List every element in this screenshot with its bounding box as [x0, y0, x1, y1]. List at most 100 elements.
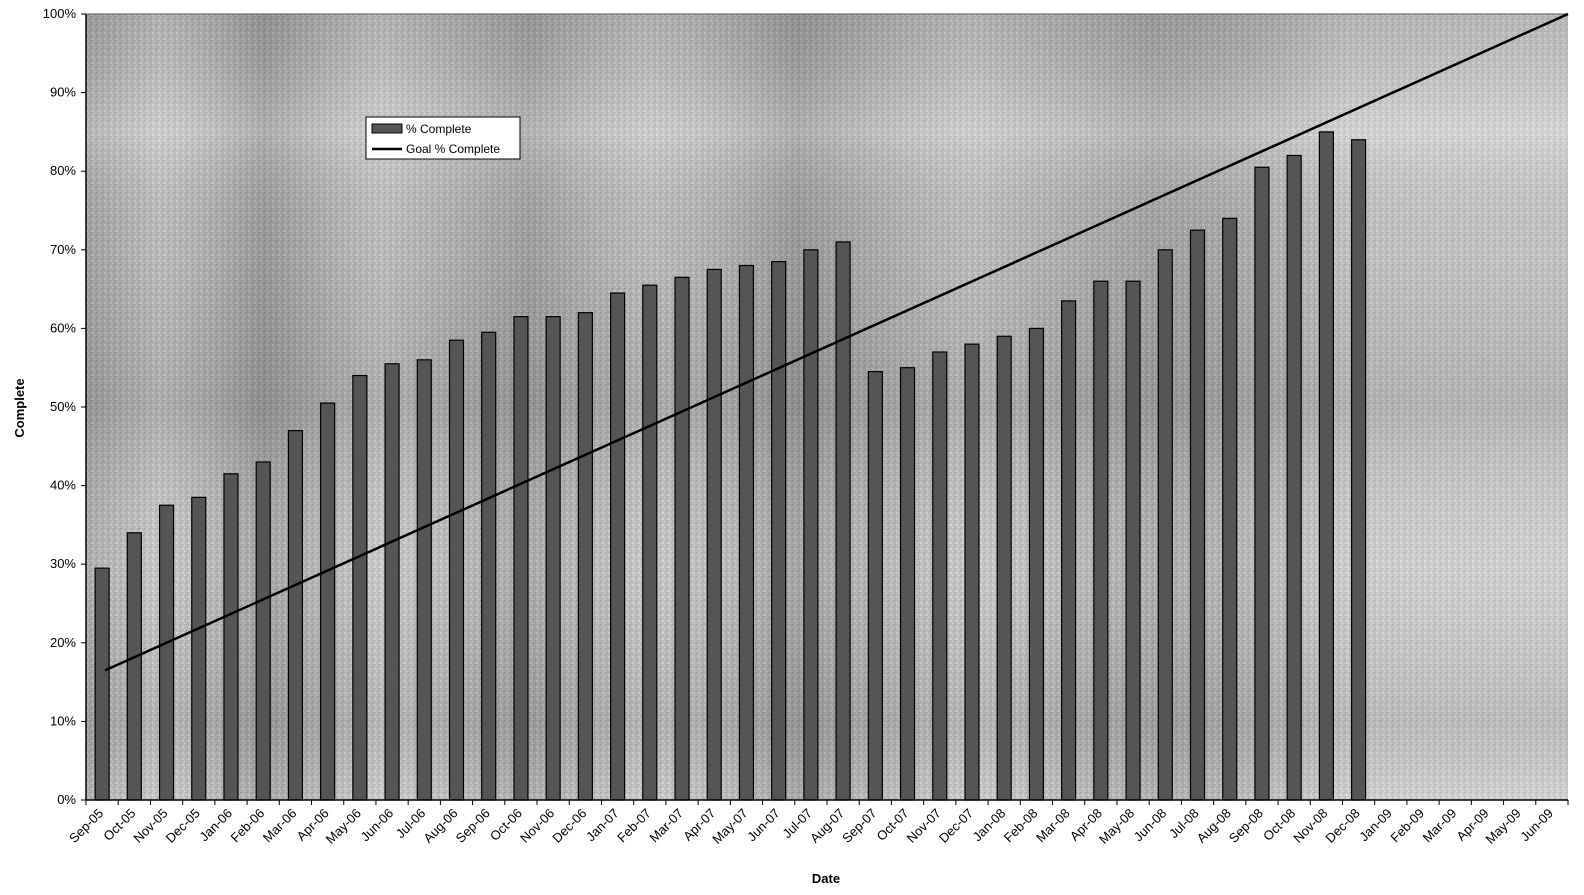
- x-tick-label: Jun-08: [1131, 806, 1170, 845]
- x-tick-label: Jun-06: [357, 806, 396, 845]
- x-tick-label: Feb-06: [228, 806, 268, 846]
- x-tick-label: Aug-07: [807, 806, 847, 846]
- x-tick-label: Aug-06: [420, 806, 460, 846]
- bar-Jan-07: [609, 292, 626, 801]
- y-axis: 0% 10% 20% 30% 40% 50% 60% 70% 80% 90% 100%: [43, 6, 87, 807]
- bar-May-08: [1125, 280, 1141, 801]
- bar-Jul-07: [803, 249, 819, 801]
- x-axis: Sep-05Oct-05Nov-05Dec-05Jan-06Feb-06Mar-…: [66, 799, 1569, 847]
- bar-Jun-06: [384, 363, 400, 801]
- bar-Nov-08: [1318, 131, 1334, 801]
- bar-Oct-06: [513, 316, 529, 801]
- x-tick-label: Dec-05: [163, 806, 203, 846]
- x-tick-label: Feb-09: [1387, 806, 1427, 846]
- x-tick-label: Nov-08: [1290, 806, 1330, 846]
- bar-Sep-06: [481, 331, 497, 801]
- x-tick-label: Feb-07: [614, 806, 654, 846]
- x-tick-label: Mar-07: [646, 806, 686, 846]
- x-tick-label: Nov-05: [130, 806, 170, 846]
- x-tick-label: Jun-09: [1517, 806, 1556, 845]
- x-tick-label: Sep-08: [1226, 806, 1266, 846]
- x-tick-label: Jan-09: [1356, 806, 1395, 845]
- x-tick-label: Mar-08: [1033, 806, 1073, 846]
- bar-Jul-06: [416, 359, 432, 801]
- x-tick-label: Nov-06: [517, 806, 557, 846]
- x-tick-label: Dec-08: [1322, 806, 1362, 846]
- x-tick-label: May-08: [1096, 806, 1137, 847]
- bar-May-06: [352, 374, 368, 801]
- bar-Oct-08: [1286, 154, 1302, 801]
- bar-Feb-08: [1028, 327, 1045, 801]
- bar-Sep-07: [867, 371, 883, 801]
- legend-label-line: Goal % Complete: [406, 142, 500, 156]
- x-tick-label: Dec-06: [549, 806, 589, 846]
- bar-Dec-06: [577, 312, 593, 801]
- bar-Jul-08: [1189, 229, 1206, 801]
- y-tick-label: 40%: [50, 478, 76, 493]
- bar-Apr-07: [706, 268, 722, 801]
- x-tick-label: Sep-07: [839, 806, 879, 846]
- bar-series: [94, 131, 1367, 801]
- x-axis-title: Date: [812, 871, 840, 886]
- y-tick-label: 0%: [57, 792, 76, 807]
- bar-Jun-08: [1157, 249, 1173, 801]
- x-tick-label: Nov-07: [904, 806, 944, 846]
- bar-Aug-07: [835, 241, 851, 801]
- bar-Dec-07: [964, 343, 980, 801]
- legend-swatch-bar: [371, 123, 403, 134]
- x-tick-label: Jan-08: [970, 806, 1009, 845]
- bar-Sep-05: [94, 567, 110, 801]
- bar-Nov-05: [158, 504, 175, 801]
- y-axis-title: Complete: [12, 378, 27, 437]
- y-tick-label: 50%: [50, 399, 76, 414]
- bar-Mar-08: [1061, 300, 1077, 801]
- x-tick-label: Jun-07: [744, 806, 783, 845]
- goal-line: [104, 12, 1569, 672]
- bar-Feb-06: [255, 461, 271, 801]
- y-tick-label: 70%: [50, 242, 76, 257]
- y-tick-label: 90%: [50, 85, 76, 100]
- bar-Oct-05: [126, 532, 142, 801]
- legend: % Complete Goal % Complete: [365, 116, 521, 160]
- legend-label-bar: % Complete: [406, 122, 472, 136]
- x-tick-label: Sep-06: [453, 806, 493, 846]
- bar-Dec-05: [191, 496, 207, 801]
- plot-area-background: [86, 13, 1568, 800]
- bar-Mar-06: [287, 429, 304, 801]
- x-tick-label: Dec-07: [936, 806, 976, 846]
- x-tick-label: May-06: [323, 806, 364, 847]
- bar-May-07: [738, 264, 755, 801]
- x-tick-label: Jan-06: [196, 806, 235, 845]
- bar-Jan-08: [996, 335, 1012, 801]
- x-tick-label: May-09: [1483, 806, 1524, 847]
- plot-shading-horizontal: [86, 14, 1568, 800]
- x-tick-label: Sep-05: [66, 806, 106, 846]
- x-tick-label: Mar-09: [1420, 806, 1460, 846]
- bar-Aug-08: [1222, 217, 1238, 801]
- bar-Jan-06: [223, 473, 239, 801]
- bar-Apr-06: [320, 402, 336, 801]
- y-tick-label: 10%: [50, 713, 76, 728]
- bar-Nov-07: [932, 351, 948, 801]
- y-tick-label: 80%: [50, 163, 76, 178]
- y-tick-label: 30%: [50, 556, 76, 571]
- x-tick-label: Jan-07: [583, 806, 622, 845]
- bar-Aug-06: [448, 339, 465, 801]
- bar-Jun-07: [771, 260, 787, 801]
- goal-line-series: [104, 12, 1569, 672]
- bar-Sep-08: [1254, 166, 1270, 801]
- x-tick-label: May-07: [709, 806, 750, 847]
- bar-Mar-07: [674, 276, 690, 801]
- y-tick-label: 60%: [50, 320, 76, 335]
- bar-Oct-07: [899, 367, 916, 801]
- bar-Apr-08: [1093, 280, 1109, 801]
- bar-Dec-08: [1350, 139, 1367, 801]
- bar-Feb-07: [642, 284, 658, 801]
- y-tick-label: 20%: [50, 635, 76, 650]
- x-tick-label: Feb-08: [1001, 806, 1041, 846]
- x-tick-label: Mar-06: [260, 806, 300, 846]
- y-tick-label: 100%: [43, 6, 77, 21]
- bar-Nov-06: [545, 316, 561, 801]
